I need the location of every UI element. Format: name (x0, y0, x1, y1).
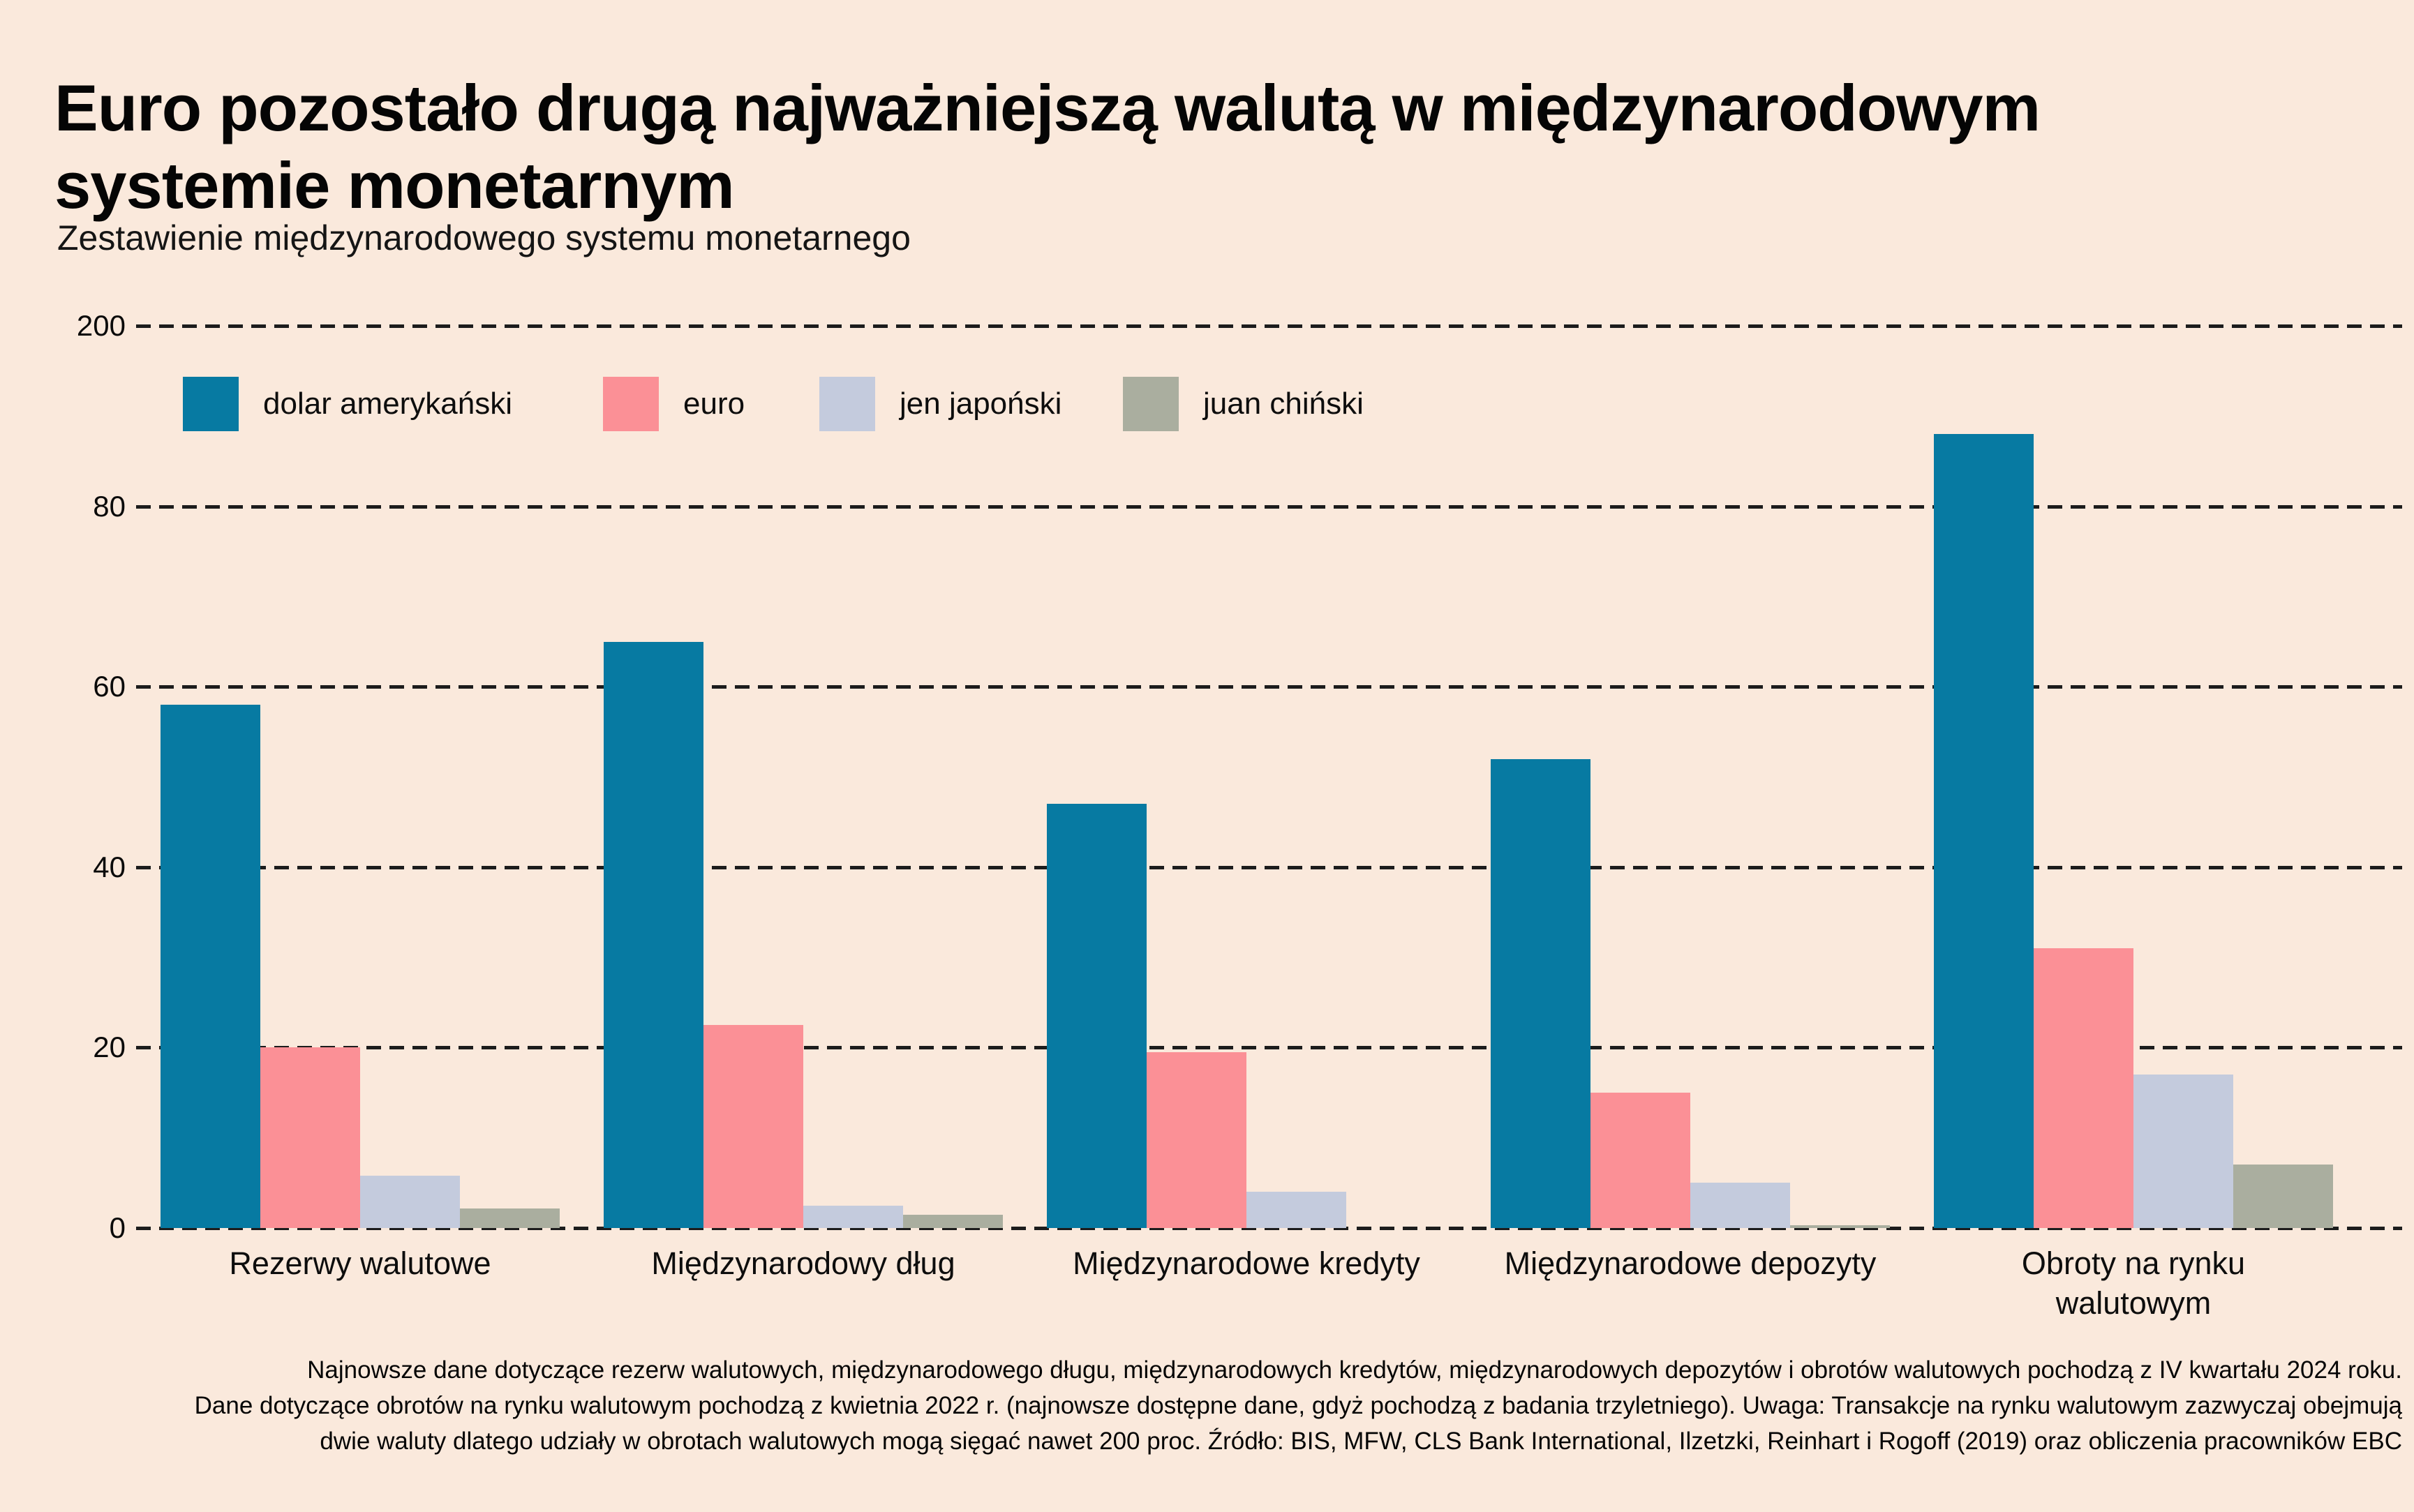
legend-swatch-icon (1123, 377, 1179, 431)
bar-euro-5 (2034, 948, 2133, 1228)
footnote-line-1: Najnowsze dane dotyczące rezerw walutowy… (307, 1356, 2402, 1384)
legend-label: dolar amerykański (263, 387, 513, 421)
bar-juan-chiński-2 (903, 1215, 1003, 1228)
legend-item-euro: euro (603, 377, 745, 431)
gridline-0 (136, 1227, 2402, 1230)
bar-group-5 (1934, 251, 2333, 1228)
legend-label: juan chiński (1203, 387, 1364, 421)
gridline-200 (136, 324, 2402, 328)
y-tick-60: 60 (93, 670, 126, 703)
bar-dolar-amerykański-4 (1491, 759, 1590, 1228)
x-category-label-1: Rezerwy walutowe (229, 1245, 491, 1281)
title-line-1: Euro pozostało drugą najważniejszą walut… (54, 70, 2041, 144)
bar-euro-2 (703, 1025, 803, 1228)
x-category-label-5: Obroty na rynku walutowym (2021, 1245, 2246, 1321)
x-category-label-3: Międzynarodowe kredyty (1073, 1245, 1420, 1281)
bar-group-2 (604, 251, 1003, 1228)
x-category-label-4: Międzynarodowe depozyty (1504, 1245, 1877, 1281)
title-line-2: systemie monetarnym (54, 148, 735, 222)
legend-item-dolar-amerykański: dolar amerykański (183, 377, 512, 431)
y-tick-20: 20 (93, 1031, 126, 1064)
x-category-label-2: Międzynarodowy dług (651, 1245, 955, 1281)
legend-label: euro (683, 387, 745, 421)
legend-item-jen-japoński: jen japoński (819, 377, 1061, 431)
footnote-line-3: dwie waluty dlatego udziały w obrotach w… (320, 1428, 2402, 1455)
legend-item-juan-chiński: juan chiński (1123, 377, 1364, 431)
bar-jen-japoński-5 (2133, 1075, 2233, 1228)
y-tick-0: 0 (109, 1211, 126, 1244)
chart-subtitle: Zestawienie międzynarodowego systemu mon… (57, 218, 911, 257)
footnote: Najnowsze dane dotyczące rezerw walutowy… (15, 1352, 2402, 1459)
bar-juan-chiński-5 (2233, 1165, 2333, 1228)
bar-jen-japoński-2 (803, 1206, 903, 1228)
bar-juan-chiński-4 (1790, 1225, 1890, 1228)
bar-group-1 (161, 251, 560, 1228)
bar-euro-4 (1590, 1093, 1690, 1228)
gridline-80 (136, 504, 2402, 509)
bar-dolar-amerykański-2 (604, 642, 703, 1228)
y-tick-80: 80 (93, 489, 126, 523)
bar-group-3 (1047, 251, 1446, 1228)
gridline-40 (136, 865, 2402, 869)
footnote-line-2: Dane dotyczące obrotów na rynku walutowy… (194, 1392, 2402, 1419)
bar-dolar-amerykański-3 (1047, 804, 1147, 1228)
gridline-20 (136, 1046, 2402, 1050)
legend-swatch-icon (183, 377, 239, 431)
y-tick-40: 40 (93, 850, 126, 883)
bar-juan-chiński-1 (460, 1208, 560, 1228)
bar-euro-1 (260, 1047, 360, 1228)
bar-dolar-amerykański-5 (1934, 434, 2034, 1228)
y-tick-200: 200 (76, 309, 126, 342)
bar-jen-japoński-1 (360, 1176, 460, 1228)
legend-swatch-icon (819, 377, 875, 431)
bar-dolar-amerykański-1 (161, 705, 260, 1228)
legend-swatch-icon (603, 377, 659, 431)
page-title: Euro pozostało drugą najważniejszą walut… (54, 69, 2041, 224)
bar-euro-3 (1147, 1052, 1246, 1228)
legend-label: jen japoński (900, 387, 1062, 421)
bar-group-4 (1491, 251, 1890, 1228)
bar-jen-japoński-4 (1690, 1183, 1790, 1228)
gridline-60 (136, 685, 2402, 689)
bar-jen-japoński-3 (1246, 1192, 1346, 1228)
